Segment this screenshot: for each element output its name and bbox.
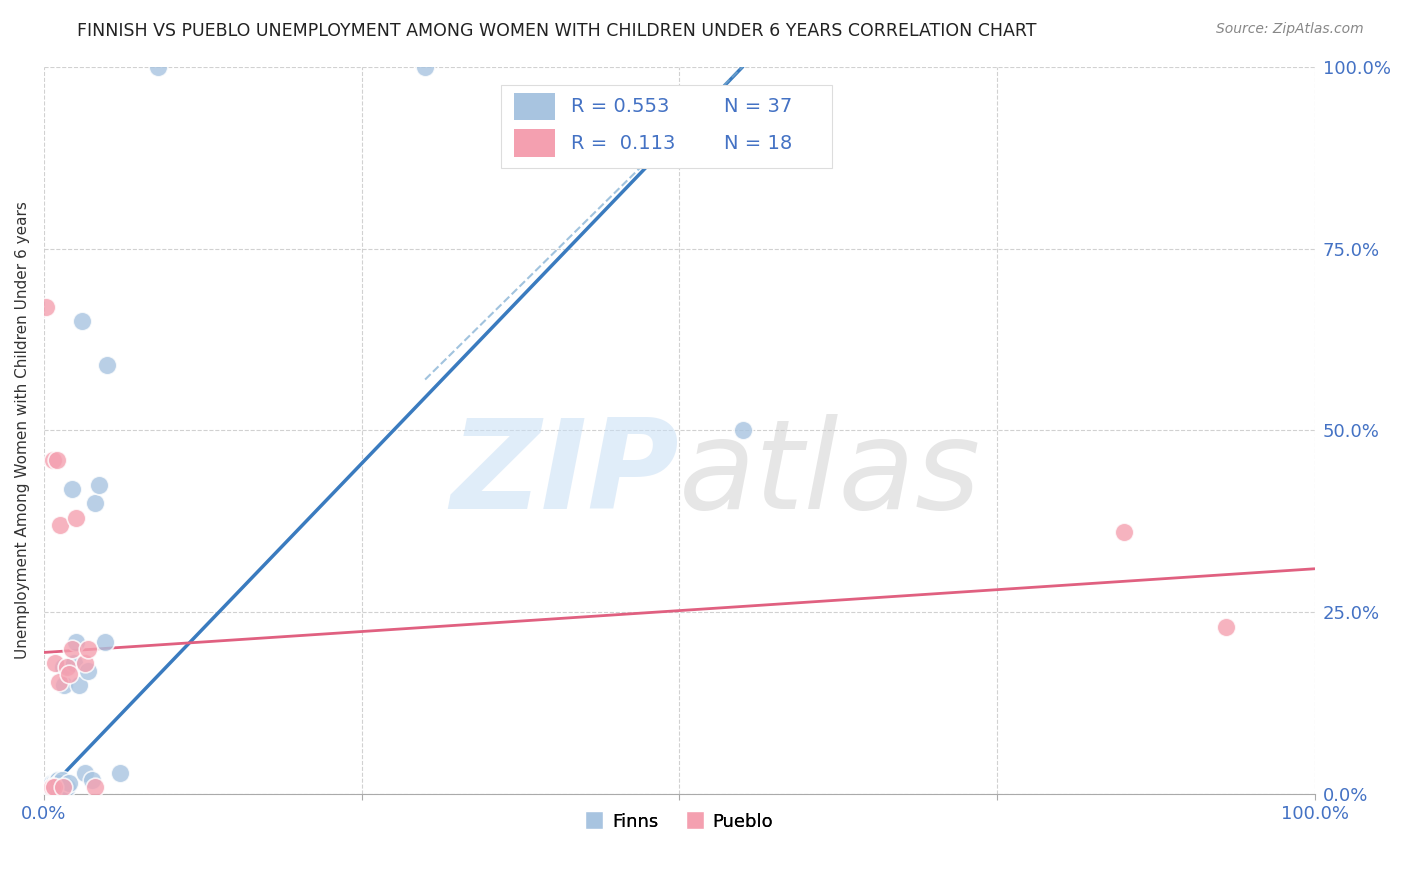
Text: ZIP: ZIP — [450, 414, 679, 534]
Point — [42, 783, 65, 797]
Point — [55, 660, 77, 674]
Point — [63, 657, 86, 671]
Legend: Finns, Pueblo: Finns, Pueblo — [578, 805, 780, 838]
Point — [82, 772, 104, 787]
Point — [44, 657, 66, 671]
Y-axis label: Unemployment Among Women with Children Under 6 years: Unemployment Among Women with Children U… — [15, 202, 30, 659]
Point — [35, 300, 58, 314]
FancyBboxPatch shape — [502, 85, 832, 169]
Point — [94, 634, 117, 648]
Point — [60, 482, 83, 496]
Point — [77, 664, 100, 678]
Point — [87, 478, 110, 492]
Point — [55, 780, 77, 794]
Point — [52, 780, 75, 794]
Point — [65, 634, 87, 648]
Point — [413, 60, 436, 74]
Point — [731, 424, 754, 438]
Point — [70, 314, 93, 328]
Point — [37, 780, 59, 794]
Point — [49, 518, 72, 533]
Point — [58, 776, 80, 790]
Point — [45, 783, 67, 797]
Point — [42, 776, 65, 790]
Point — [46, 772, 69, 787]
Point — [51, 772, 73, 787]
Text: atlas: atlas — [679, 414, 981, 534]
FancyBboxPatch shape — [515, 129, 555, 157]
Point — [42, 780, 65, 794]
Point — [52, 660, 75, 674]
Point — [44, 781, 66, 796]
Point — [44, 779, 66, 793]
Point — [42, 780, 65, 794]
Point — [41, 780, 63, 794]
Point — [53, 678, 76, 692]
Point — [42, 452, 65, 467]
Point — [77, 641, 100, 656]
Text: FINNISH VS PUEBLO UNEMPLOYMENT AMONG WOMEN WITH CHILDREN UNDER 6 YEARS CORRELATI: FINNISH VS PUEBLO UNEMPLOYMENT AMONG WOM… — [77, 22, 1036, 40]
Point — [48, 674, 70, 689]
Point — [45, 780, 67, 794]
Point — [108, 765, 131, 780]
Point — [148, 60, 170, 74]
Point — [73, 657, 96, 671]
Point — [39, 779, 62, 793]
Point — [49, 780, 72, 794]
Point — [41, 776, 63, 790]
Point — [73, 765, 96, 780]
Text: R = 0.553: R = 0.553 — [571, 97, 669, 116]
Point — [60, 641, 83, 656]
Point — [45, 774, 67, 789]
Point — [65, 511, 87, 525]
Point — [45, 452, 67, 467]
Point — [1112, 525, 1135, 540]
Text: N = 18: N = 18 — [724, 134, 792, 153]
Point — [58, 667, 80, 681]
Text: R =  0.113: R = 0.113 — [571, 134, 676, 153]
Point — [69, 678, 91, 692]
Point — [1215, 620, 1237, 634]
FancyBboxPatch shape — [515, 93, 555, 120]
Point — [38, 781, 60, 796]
Point — [83, 780, 105, 794]
Text: N = 37: N = 37 — [724, 97, 792, 116]
Text: Source: ZipAtlas.com: Source: ZipAtlas.com — [1216, 22, 1364, 37]
Point — [48, 776, 70, 790]
Point — [96, 358, 118, 372]
Point — [48, 783, 70, 797]
Point — [83, 496, 105, 510]
